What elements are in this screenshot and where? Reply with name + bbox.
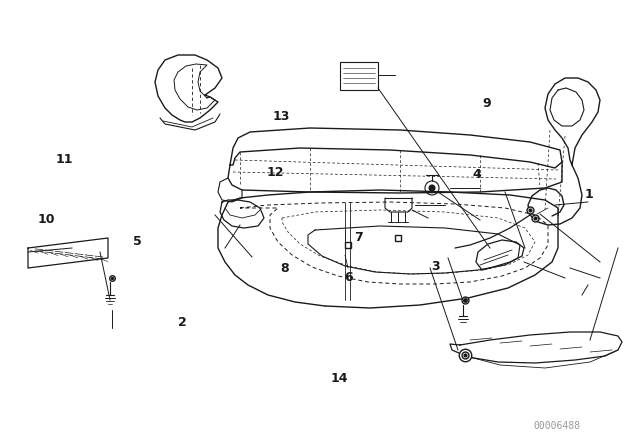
Bar <box>340 62 378 90</box>
Text: 11: 11 <box>55 152 73 166</box>
Text: 12: 12 <box>266 166 284 179</box>
Text: 4: 4 <box>472 168 481 181</box>
Text: 00006488: 00006488 <box>533 421 580 431</box>
Text: 10: 10 <box>37 213 55 226</box>
Text: 3: 3 <box>431 260 440 273</box>
Text: 5: 5 <box>133 235 142 249</box>
Text: 7: 7 <box>354 231 363 244</box>
Text: 1: 1 <box>584 188 593 202</box>
Text: 6: 6 <box>344 271 353 284</box>
Text: 14: 14 <box>330 372 348 385</box>
Text: 2: 2 <box>178 316 187 329</box>
Circle shape <box>429 185 435 191</box>
Text: 13: 13 <box>273 110 291 123</box>
Text: 9: 9 <box>482 96 491 110</box>
Text: 8: 8 <box>280 262 289 276</box>
